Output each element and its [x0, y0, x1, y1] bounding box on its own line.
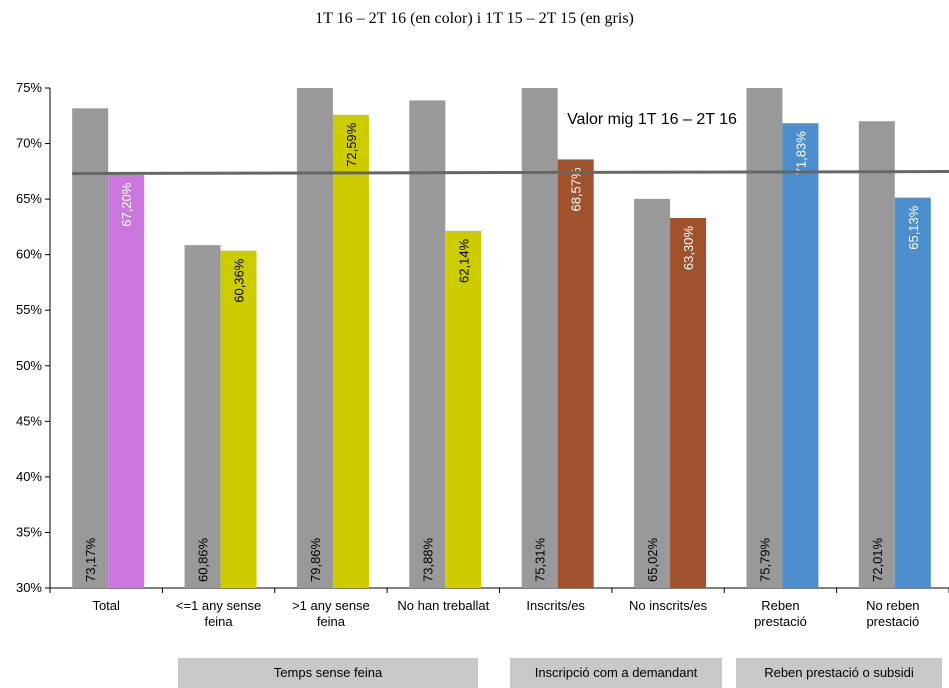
data-label-current-period: 60,36% [232, 258, 247, 303]
data-label-previous-period: 75,31% [533, 537, 548, 582]
data-label-current-period: 72,59% [344, 122, 359, 167]
x-category-label: prestació [866, 614, 919, 629]
y-tick-label: 45% [16, 413, 42, 428]
x-category-label: Total [92, 598, 120, 613]
y-tick-label: 55% [16, 302, 42, 317]
bar-current-period [782, 123, 819, 588]
bar-current-period [557, 159, 594, 588]
x-category-label: prestació [754, 614, 807, 629]
x-category-label: >1 any sense [292, 598, 370, 613]
bar-current-period [670, 218, 707, 588]
x-category-label: No inscrits/es [629, 598, 708, 613]
average-line [71, 170, 949, 176]
x-category-label: feina [204, 614, 233, 629]
chart-title: 1T 16 – 2T 16 (en color) i 1T 15 – 2T 15… [315, 10, 634, 27]
data-label-previous-period: 75,79% [757, 537, 772, 582]
x-category-label: No reben [866, 598, 919, 613]
bar-previous-period [634, 198, 671, 588]
data-label-previous-period: 65,02% [645, 537, 660, 582]
data-label-current-period: 65,13% [906, 205, 921, 250]
bar-current-period [894, 197, 931, 588]
x-category-label: <=1 any sense [176, 598, 261, 613]
bar-previous-period [72, 108, 109, 588]
y-tick-label: 35% [16, 524, 42, 539]
group-label-inscripcio: Inscripció com a demandant [510, 658, 722, 688]
x-category-label: feina [317, 614, 346, 629]
bar-previous-period [184, 245, 221, 588]
data-label-current-period: 71,83% [793, 131, 808, 176]
x-category-label: No han treballat [397, 598, 489, 613]
data-label-previous-period: 72,01% [870, 537, 885, 582]
x-category-label: Inscrits/es [526, 598, 585, 613]
y-tick-label: 40% [16, 469, 42, 484]
data-label-current-period: 62,14% [456, 238, 471, 283]
x-category-label: Reben [761, 598, 799, 613]
group-label-reben-prestacio: Reben prestació o subsidi [736, 658, 942, 688]
data-label-previous-period: 73,17% [83, 537, 98, 582]
data-label-previous-period: 79,86% [308, 537, 323, 582]
y-tick-label: 75% [16, 80, 42, 95]
bar-previous-period [746, 88, 783, 588]
average-line-label: Valor mig 1T 16 – 2T 16 [567, 111, 737, 128]
y-tick-label: 30% [16, 580, 42, 595]
y-tick-label: 50% [16, 358, 42, 373]
bar-previous-period [409, 100, 446, 588]
bar-current-period [220, 250, 257, 588]
data-label-current-period: 63,30% [681, 226, 696, 271]
bar-current-period [445, 230, 482, 588]
bar-previous-period [296, 88, 333, 588]
bar-current-period [332, 114, 369, 589]
bar-previous-period [858, 121, 895, 588]
data-label-previous-period: 60,86% [196, 537, 211, 582]
y-tick-label: 60% [16, 247, 42, 262]
group-label-temps-sense-feina: Temps sense feina [178, 658, 478, 688]
y-tick-label: 70% [16, 136, 42, 151]
data-label-current-period: 68,57% [569, 167, 584, 212]
bar-previous-period [521, 88, 558, 588]
data-label-current-period: 67,20% [119, 182, 134, 227]
data-label-previous-period: 73,88% [420, 537, 435, 582]
y-tick-label: 65% [16, 191, 42, 206]
bar-current-period [108, 174, 145, 588]
